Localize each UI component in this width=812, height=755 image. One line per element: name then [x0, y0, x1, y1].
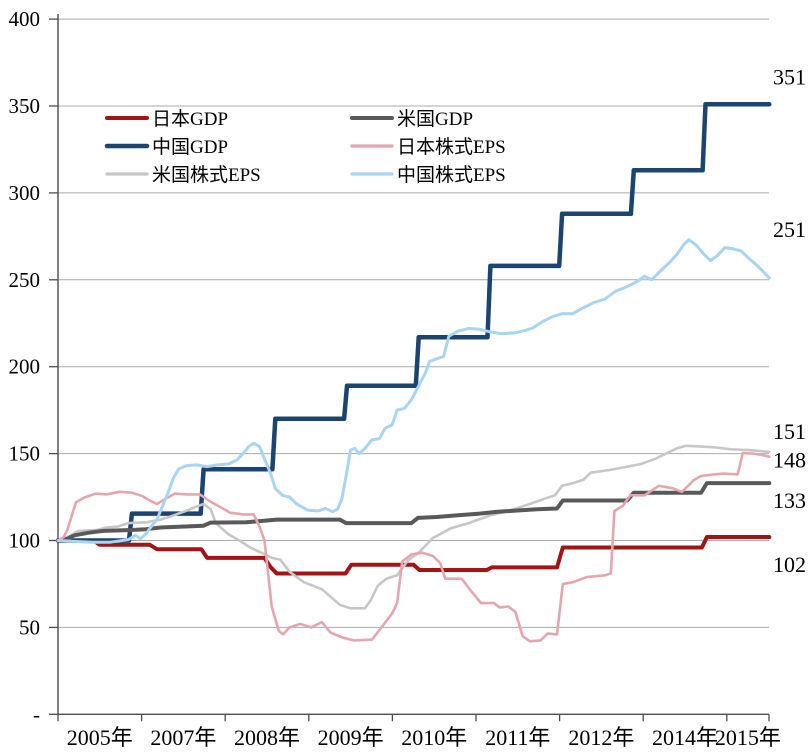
legend-label-japan-gdp: 日本GDP	[152, 108, 228, 130]
end-value-label-china-eps: 251	[773, 217, 806, 242]
x-axis-label: 2005年	[67, 725, 133, 750]
y-axis-label: 200	[9, 355, 41, 379]
x-axis-label: 2009年	[318, 725, 384, 750]
end-value-label-us-eps: 151	[773, 419, 806, 444]
y-axis-label: 400	[9, 7, 41, 31]
x-axis-label: 2007年	[150, 725, 216, 750]
series-line-japan-gdp	[56, 535, 772, 576]
y-axis-label: 50	[19, 615, 40, 639]
x-axis-label: 2012年	[568, 725, 634, 750]
y-axis-label: 350	[9, 94, 41, 118]
y-axis-label: -	[33, 702, 40, 726]
end-value-label-us-gdp: 133	[773, 488, 806, 513]
legend-label-china-gdp: 中国GDP	[152, 136, 228, 158]
y-axis-label: 300	[9, 181, 41, 205]
y-axis-label: 100	[9, 529, 41, 553]
x-axis-label: 2014年	[652, 725, 718, 750]
x-axis-label: 2011年	[485, 725, 550, 750]
x-axis-label: 2015年	[715, 725, 781, 750]
y-axis-label: 150	[9, 442, 41, 466]
end-value-label-japan-eps: 148	[773, 448, 806, 473]
legend-label-us-gdp: 米国GDP	[397, 108, 473, 130]
x-axis-label: 2010年	[401, 725, 467, 750]
y-axis-label: 250	[9, 268, 41, 292]
series-line-us-eps	[56, 444, 771, 610]
x-axis-label: 2008年	[234, 725, 300, 750]
legend-label-japan-eps: 日本株式EPS	[397, 136, 506, 158]
end-value-label-japan-gdp: 102	[773, 552, 806, 577]
legend-label-us-eps: 米国株式EPS	[152, 164, 261, 186]
series-line-us-gdp	[56, 481, 772, 543]
end-value-label-china-gdp: 351	[773, 64, 806, 89]
legend-label-china-eps: 中国株式EPS	[397, 164, 506, 186]
series-line-china-eps	[56, 238, 771, 544]
